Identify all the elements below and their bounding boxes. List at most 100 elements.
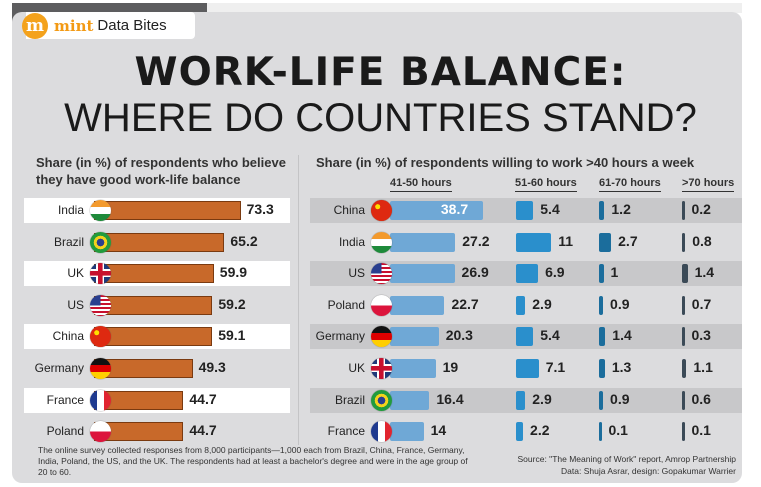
- value-label: 0.1: [608, 422, 628, 439]
- section-name: Data Bites: [97, 17, 167, 34]
- bar: [94, 264, 214, 284]
- footnote: The online survey collected responses fr…: [38, 445, 468, 477]
- bar-1: [390, 327, 439, 347]
- poland-flag-icon: [90, 421, 111, 443]
- bar-1: [390, 295, 445, 315]
- brand-badge: m mint Data Bites: [22, 12, 195, 39]
- right-subtitle: Share (in %) of respondents willing to w…: [316, 155, 695, 170]
- value-label: 0.9: [610, 295, 630, 312]
- value-label: 2.9: [532, 295, 552, 312]
- bar-3: [599, 264, 604, 284]
- column-header: 41-50 hours: [390, 177, 452, 192]
- bar-row: US 59.2: [24, 293, 290, 318]
- bar-4: [682, 201, 685, 220]
- country-label: US: [348, 266, 365, 281]
- credit: Data: Shuja Asrar, design: Gopakumar War…: [561, 466, 736, 476]
- bar-1: [390, 359, 436, 378]
- bar-row: UK 19 7.1 1.3 1.1: [310, 356, 742, 381]
- bar-2: [516, 422, 524, 442]
- india-flag-icon: [371, 231, 392, 253]
- bar-4: [682, 390, 685, 410]
- bar-row: India 27.2 11 2.7 0.8: [310, 230, 742, 255]
- bar-3: [599, 201, 605, 220]
- bar-3: [599, 390, 604, 410]
- bar-2: [516, 390, 526, 410]
- country-label: Poland: [327, 297, 365, 312]
- country-label: UK: [348, 361, 365, 375]
- bar-3: [599, 359, 605, 378]
- column-header: 61-70 hours: [599, 177, 661, 192]
- value-label: 1.2: [611, 201, 631, 217]
- value-label: 65.2: [230, 232, 258, 249]
- bar-1: [390, 232, 456, 252]
- value-label: 14: [430, 422, 447, 439]
- value-label: 44.7: [189, 390, 217, 407]
- value-label: 1.3: [611, 359, 632, 375]
- brand-name: mint: [54, 16, 94, 35]
- header-strip: [207, 3, 742, 13]
- title-line-1: WORK-LIFE BALANCE:: [134, 50, 627, 95]
- bar-2: [516, 201, 534, 220]
- bar-1: [390, 201, 483, 220]
- bar-2: [516, 327, 534, 347]
- uk-flag-icon: [371, 358, 392, 379]
- bar-4: [682, 422, 685, 442]
- bar-3: [599, 295, 604, 315]
- bar-2: [516, 264, 539, 284]
- value-label: 5.4: [540, 201, 560, 217]
- country-label: India: [338, 234, 365, 249]
- value-label: 0.7: [691, 295, 712, 312]
- value-label: 22.7: [451, 295, 479, 312]
- bar-row: Germany 20.3 5.4 1.4 0.3: [310, 324, 742, 350]
- bar-3: [599, 422, 602, 442]
- left-subtitle-line-1: Share (in %) of respondents who believe: [36, 155, 286, 170]
- france-flag-icon: [90, 389, 111, 411]
- left-subtitle-line-2: they have good work-life balance: [36, 172, 241, 187]
- bar-1: [390, 264, 455, 284]
- value-label: 27.2: [462, 232, 490, 249]
- value-label: 11: [558, 232, 573, 249]
- source: Source: "The Meaning of Work" report, Am…: [517, 454, 736, 464]
- bar-4: [682, 295, 685, 315]
- value-label: 20.3: [445, 327, 473, 344]
- country-label: UK: [67, 266, 84, 281]
- value-label: 73.3: [246, 201, 274, 217]
- bar-row: Brazil 16.4 2.9 0.9 0.6: [310, 387, 742, 413]
- country-label: France: [327, 424, 365, 439]
- brazil-flag-icon: [371, 389, 392, 411]
- value-label: 1: [610, 264, 619, 281]
- value-label: 1.4: [694, 264, 715, 281]
- country-label: China: [52, 329, 84, 344]
- value-label: 2.2: [530, 422, 550, 439]
- china-flag-icon: [90, 326, 111, 348]
- bar-1: [390, 422, 424, 442]
- bar: [94, 295, 213, 315]
- value-label: 38.7: [440, 201, 469, 217]
- value-label: 1.1: [693, 359, 713, 375]
- bar-row: UK 59.9: [24, 261, 290, 287]
- bar-row: France 14 2.2 0.1 0.1: [310, 419, 742, 444]
- value-label: 1.4: [612, 327, 632, 344]
- country-label: Germany: [34, 361, 84, 375]
- value-label: 7.1: [545, 359, 566, 375]
- value-label: 0.3: [691, 327, 711, 344]
- germany-flag-icon: [90, 358, 111, 379]
- bar-4: [682, 327, 685, 347]
- bar-row: India 73.3: [24, 198, 290, 223]
- value-label: 44.7: [189, 422, 217, 439]
- value-label: 0.8: [692, 232, 712, 249]
- germany-flag-icon: [371, 326, 392, 348]
- title-line-2: WHERE DO COUNTRIES STAND?: [64, 96, 697, 140]
- bar-2: [516, 359, 539, 378]
- value-label: 0.1: [691, 422, 711, 439]
- bar-2: [516, 232, 552, 252]
- value-label: 2.9: [532, 390, 552, 407]
- value-label: 5.4: [540, 327, 560, 344]
- china-flag-icon: [371, 200, 392, 221]
- value-label: 19: [442, 359, 459, 375]
- country-label: Poland: [46, 424, 84, 439]
- bar-4: [682, 232, 686, 252]
- country-label: Brazil: [53, 234, 84, 249]
- value-label: 0.9: [610, 390, 630, 407]
- bar-4: [682, 264, 688, 284]
